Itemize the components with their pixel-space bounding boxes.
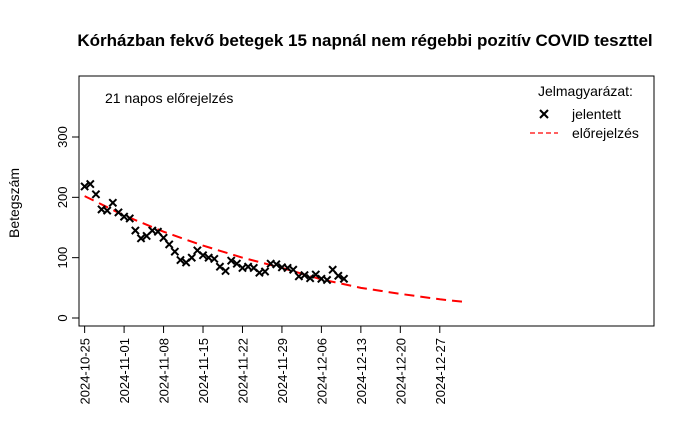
- data-point: [102, 206, 112, 215]
- forecast-series: [84, 195, 463, 303]
- x-tick-label-2024-11-22: 2024-11-22: [235, 338, 250, 404]
- legend-title: Jelmagyarázat:: [538, 83, 633, 99]
- data-point: [226, 256, 236, 265]
- data-point: [176, 255, 185, 265]
- x-tick-label-2024-12-20: 2024-12-20: [393, 338, 408, 405]
- data-point: [164, 240, 174, 249]
- data-point: [322, 275, 332, 285]
- data-point: [209, 254, 219, 264]
- x-tick-group: 2024-10-25 2024-11-01 2024-11-08 2024-11-15…: [78, 326, 448, 405]
- data-point: [108, 198, 118, 208]
- data-point: [271, 259, 281, 269]
- legend-label-forecast: előrejelzés: [572, 125, 639, 141]
- x-tick-label-2024-12-06: 2024-12-06: [314, 338, 329, 405]
- legend-label-reported: jelentett: [571, 106, 621, 122]
- data-point: [85, 179, 95, 189]
- x-tick-label-2024-12-27: 2024-12-27: [433, 338, 448, 405]
- forecast-line: [84, 195, 463, 303]
- y-tick-label-300: 300: [55, 126, 70, 148]
- y-tick-group: 0 100 200 300: [55, 126, 79, 322]
- x-tick-label-2024-12-13: 2024-12-13: [354, 338, 369, 405]
- y-tick-label-200: 200: [55, 186, 70, 208]
- data-point: [198, 250, 208, 260]
- data-point: [187, 253, 197, 262]
- data-point: [119, 212, 129, 221]
- data-point: [136, 234, 146, 243]
- data-point: [305, 273, 315, 283]
- y-axis-label: Betegszám: [6, 168, 22, 238]
- x-axis: 2024-10-25 2024-11-01 2024-11-08 2024-11-15…: [78, 325, 448, 405]
- data-point: [221, 266, 230, 276]
- data-point: [339, 274, 349, 284]
- data-point: [300, 270, 309, 280]
- y-tick-label-100: 100: [55, 247, 70, 269]
- y-axis: 0 100 200 300: [55, 126, 80, 322]
- data-point: [131, 226, 140, 235]
- reported-series: [80, 179, 349, 285]
- legend: Jelmagyarázat: jelentett előrejelzés: [530, 83, 639, 141]
- x-tick-label-2024-11-29: 2024-11-29: [275, 338, 290, 404]
- data-point: [80, 182, 89, 191]
- data-point: [170, 247, 180, 256]
- x-tick-label-2024-11-08: 2024-11-08: [157, 338, 172, 404]
- data-point: [91, 190, 101, 199]
- data-point: [334, 271, 343, 281]
- x-tick-label-2024-10-25: 2024-10-25: [78, 338, 93, 405]
- data-point: [159, 233, 168, 243]
- data-point: [288, 265, 298, 275]
- data-point: [125, 214, 135, 223]
- x-tick-label-2024-11-15: 2024-11-15: [196, 338, 211, 404]
- legend-marker-reported: [539, 109, 549, 119]
- y-tick-label-0: 0: [55, 314, 70, 321]
- data-point: [283, 263, 292, 273]
- x-tick-label-2024-11-01: 2024-11-01: [117, 338, 132, 404]
- forecast-annotation: 21 napos előrejelzés: [105, 90, 233, 106]
- data-point: [260, 267, 270, 276]
- chart-title: Kórházban fekvő betegek 15 napnál nem ré…: [77, 31, 652, 50]
